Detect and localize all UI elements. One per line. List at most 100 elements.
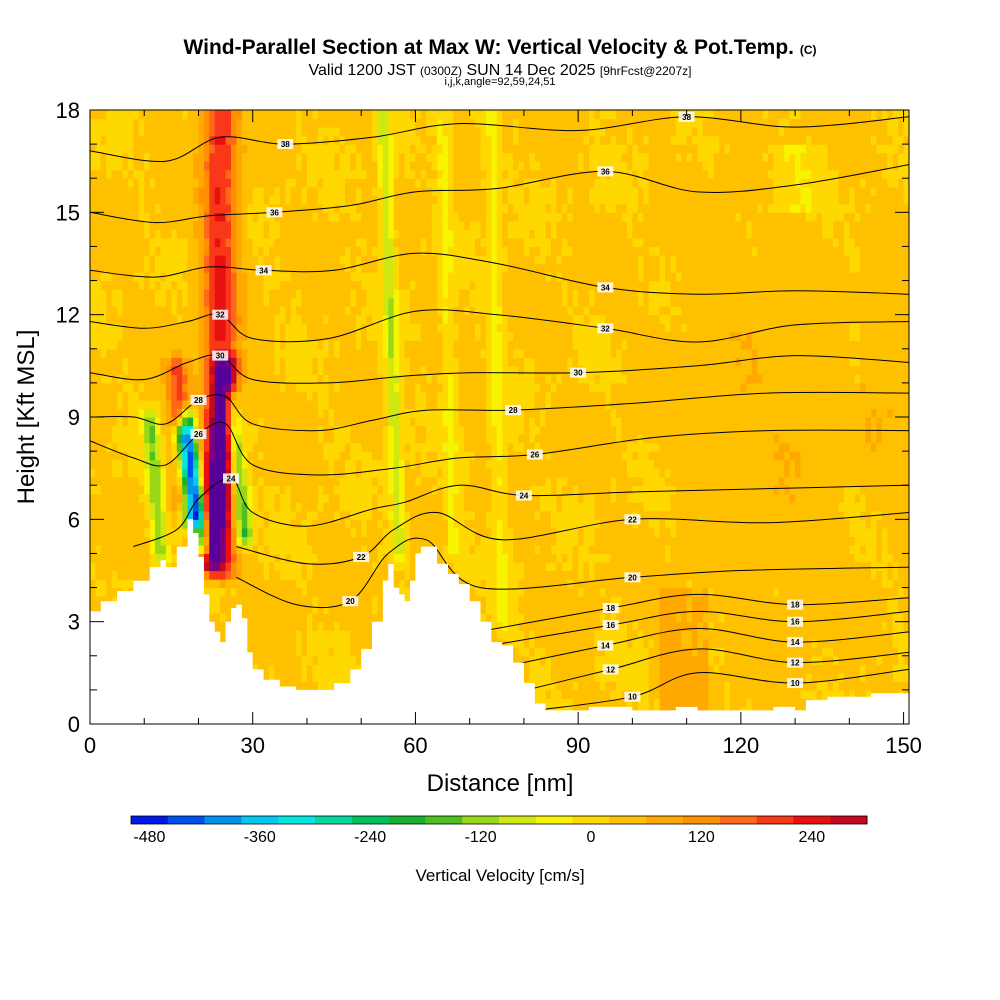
field-cell [165, 169, 172, 179]
field-cell [214, 468, 221, 478]
field-cell [100, 544, 107, 555]
field-cell [214, 340, 221, 350]
field-cell [447, 220, 454, 230]
field-cell [279, 399, 286, 410]
field-cell [328, 118, 335, 128]
field-cell [171, 306, 178, 316]
field-cell [90, 391, 97, 401]
field-cell [447, 280, 454, 290]
field-cell [328, 237, 335, 248]
field-cell [296, 681, 303, 691]
field-cell [90, 425, 97, 435]
field-cell [133, 331, 140, 341]
field-cell [431, 289, 438, 299]
field-cell [160, 110, 167, 120]
field-cell [404, 382, 411, 393]
field-cell [138, 476, 145, 486]
field-cell [236, 374, 243, 384]
field-cell [361, 161, 368, 171]
field-cell [453, 374, 460, 384]
field-cell [323, 323, 330, 333]
field-cell [285, 272, 292, 282]
field-cell [258, 272, 265, 282]
field-cell [247, 502, 254, 512]
field-cell [377, 152, 384, 162]
field-cell [339, 220, 346, 230]
field-cell [106, 493, 113, 503]
field-cell [301, 272, 308, 282]
field-cell [415, 536, 422, 546]
field-cell [410, 561, 417, 572]
field-cell [404, 246, 411, 256]
field-cell [225, 135, 232, 145]
field-cell [160, 212, 167, 222]
field-cell [95, 186, 102, 196]
field-cell [355, 331, 362, 341]
field-cell [361, 144, 368, 154]
field-cell [301, 570, 308, 580]
field-cell [334, 127, 341, 137]
field-cell [268, 118, 276, 128]
field-cell [372, 144, 379, 154]
field-cell [290, 203, 297, 213]
field-cell [138, 365, 145, 375]
field-cell [274, 459, 281, 469]
field-cell [209, 331, 216, 341]
field-cell [377, 442, 384, 452]
field-cell [176, 382, 183, 393]
field-cell [339, 280, 346, 290]
field-cell [334, 399, 341, 410]
field-cell [420, 331, 427, 341]
field-cell [290, 510, 297, 520]
chart-title: Wind-Parallel Section at Max W: Vertical… [183, 36, 817, 59]
field-cell [176, 391, 183, 401]
field-cell [361, 212, 368, 222]
field-cell [203, 544, 210, 555]
field-cell [182, 476, 189, 486]
field-cell [209, 246, 216, 256]
field-cell [431, 425, 438, 435]
field-cell [393, 425, 400, 435]
field-cell [220, 323, 227, 333]
field-cell [361, 382, 368, 393]
field-cell [268, 544, 276, 555]
field-cell [122, 272, 129, 282]
field-cell [149, 348, 156, 358]
field-cell [149, 451, 156, 461]
field-cell [225, 536, 232, 546]
field-cell [306, 613, 313, 623]
field-cell [334, 365, 341, 375]
field-cell [285, 553, 292, 563]
field-cell [366, 399, 373, 410]
field-cell [149, 169, 156, 179]
field-cell [317, 570, 324, 580]
field-cell [268, 579, 276, 589]
field-cell [171, 195, 178, 205]
field-cell [182, 391, 189, 401]
field-cell [388, 399, 395, 410]
field-cell [231, 161, 238, 171]
field-cell [193, 408, 200, 418]
field-cell [111, 536, 118, 546]
field-cell [106, 348, 113, 358]
field-cell [296, 144, 303, 154]
field-cell [296, 638, 303, 648]
field-cell [95, 348, 102, 358]
field-cell [279, 502, 286, 512]
field-cell [290, 681, 297, 691]
field-cell [388, 220, 395, 230]
field-cell [160, 289, 167, 299]
field-cell [377, 212, 384, 222]
field-cell [312, 348, 319, 358]
field-cell [225, 323, 232, 333]
field-cell [274, 485, 281, 495]
field-cell [203, 579, 210, 589]
field-cell [285, 442, 292, 452]
field-cell [171, 476, 178, 486]
field-cell [296, 323, 303, 333]
field-cell [344, 570, 351, 580]
field-cell [426, 365, 433, 375]
field-cell [393, 451, 400, 461]
field-cell [415, 382, 422, 393]
field-cell [247, 434, 254, 444]
